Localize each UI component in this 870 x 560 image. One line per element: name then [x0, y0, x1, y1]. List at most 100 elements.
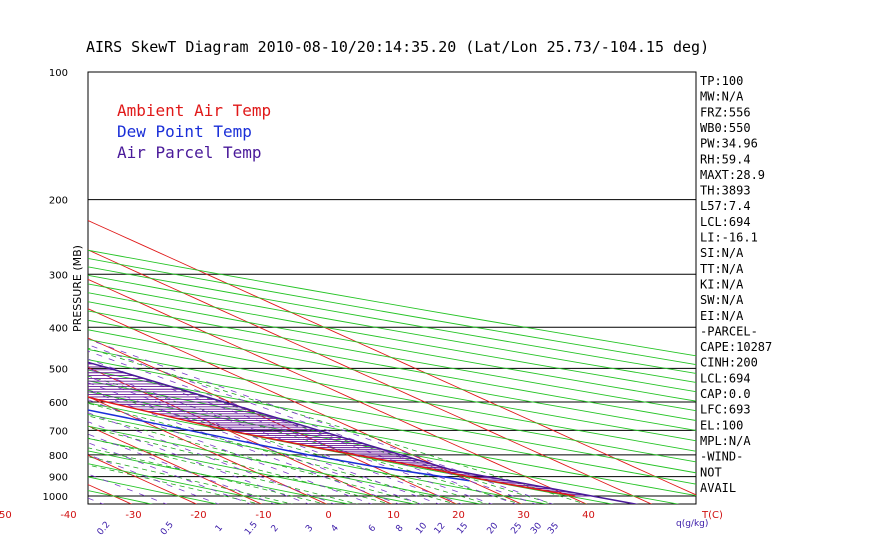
moist-adiabat-line — [88, 415, 424, 504]
mixing-ratio-line — [88, 412, 336, 504]
legend: Ambient Air Temp Dew Point Temp Air Parcel… — [117, 101, 271, 162]
isotherm-line — [88, 308, 523, 504]
bottom-temp-tick-label: -20 — [190, 510, 206, 521]
legend-item: Air Parcel Temp — [117, 143, 262, 162]
stat-item: CINH:200 — [700, 356, 758, 370]
mixing-ratio-tick-label: 1.5 — [243, 520, 260, 537]
isotherm-line — [88, 366, 393, 504]
mixing-ratio-line — [88, 368, 463, 504]
mixing-ratio-line — [88, 473, 168, 504]
mixing-ratio-line — [88, 433, 276, 504]
pressure-tick-label: 200 — [49, 196, 68, 207]
stat-item: MPL:N/A — [700, 434, 751, 448]
mixing-ratio-unit-label: q(g/kg) — [676, 519, 708, 529]
mixing-ratio-tick-label: 8 — [394, 523, 406, 534]
dewpoint-line — [88, 409, 470, 482]
bottom-temp-tick-label: -10 — [255, 510, 271, 521]
mixing-ratio-line — [88, 350, 517, 504]
bottom-temp-tick-label: -30 — [125, 510, 141, 521]
moist-adiabat-line — [88, 361, 555, 504]
pressure-tick-label: 1000 — [43, 492, 68, 503]
stat-item: -WIND- — [700, 450, 743, 464]
isotherm-line — [88, 249, 653, 504]
dry-adiabat-line — [88, 359, 696, 474]
pressure-tick-label: 800 — [49, 451, 68, 462]
mixing-ratio-tick-label: 20 — [485, 521, 500, 536]
stat-item: AVAIL — [700, 481, 736, 495]
stat-item: LCL:694 — [700, 371, 751, 385]
pressure-tick-label: 900 — [49, 473, 68, 484]
mixing-ratio-line — [88, 454, 220, 504]
bottom-temp-tick-label: 30 — [517, 510, 530, 521]
legend-item: Dew Point Temp — [117, 122, 252, 141]
mixing-ratio-tick-label: 4 — [330, 523, 342, 534]
mixing-ratio-line — [88, 376, 441, 504]
temp-unit-label: T(C) — [701, 510, 723, 521]
mixing-ratio-line — [88, 421, 310, 504]
stat-item: WB0:550 — [700, 121, 751, 135]
ambient-temp-line — [88, 396, 576, 497]
isotherm-line — [0, 72, 69, 505]
mixing-ratio-tick-label: 1 — [214, 523, 225, 534]
pressure-tick-label: 500 — [49, 364, 68, 375]
dry-adiabat-line — [88, 413, 549, 504]
stat-item: TH:3893 — [700, 184, 751, 198]
mixing-ratio-tick-label: 35 — [546, 521, 561, 536]
stat-item: SI:N/A — [700, 246, 744, 260]
pressure-tick-label: 400 — [49, 323, 68, 334]
mixing-ratio-tick-label: 15 — [455, 521, 470, 536]
isotherm-line — [88, 425, 263, 504]
dry-adiabat-line — [88, 369, 696, 485]
dry-adiabat-line — [88, 339, 696, 452]
dry-adiabat-line — [88, 274, 696, 383]
grid-layer — [0, 72, 696, 505]
dry-adiabat-line — [88, 425, 483, 504]
stat-item: FRZ:556 — [700, 105, 751, 119]
cape-hatch-layer — [88, 363, 592, 497]
chart-title: AIRS SkewT Diagram 2010-08-10/20:14:35.2… — [86, 38, 709, 56]
bottom-temp-tick-label: -40 — [60, 510, 76, 521]
bottom-temp-tick-label: 20 — [452, 510, 465, 521]
mixing-ratio-line — [88, 358, 493, 504]
isotherm-line — [88, 220, 696, 496]
stat-item: EI:N/A — [700, 309, 744, 323]
bottom-temp-tick-label: -50 — [0, 510, 12, 521]
stat-item: KI:N/A — [700, 277, 744, 291]
stat-item: -PARCEL- — [700, 324, 758, 338]
stat-item: MAXT:28.9 — [700, 168, 765, 182]
dry-adiabat-line — [88, 266, 696, 374]
mixing-ratio-line — [88, 382, 422, 504]
stat-item: L57:7.4 — [700, 199, 751, 213]
dry-adiabat-line — [88, 283, 696, 393]
bottom-temp-tick-label: 40 — [582, 510, 595, 521]
mixing-ratio-line — [88, 442, 252, 504]
dry-adiabat-line — [88, 391, 681, 504]
y-axis-label: PRESSURE (MB) — [71, 245, 84, 332]
bottom-temp-tick-label: 10 — [387, 510, 400, 521]
mixing-ratio-tick-label: 2 — [270, 523, 281, 534]
mixing-ratio-line — [88, 344, 537, 504]
mixing-ratio-tick-label: 30 — [529, 521, 544, 536]
stat-item: TT:N/A — [700, 262, 744, 276]
pressure-tick-label: 100 — [49, 68, 68, 79]
pressure-tick-label: 300 — [49, 270, 68, 281]
pressure-tick-label: 700 — [49, 426, 68, 437]
bottom-temp-tick-label: 0 — [325, 510, 331, 521]
stat-item: LI:-16.1 — [700, 231, 758, 245]
mixing-ratio-tick-label: 25 — [509, 521, 524, 536]
isotherm-line — [88, 278, 588, 504]
moist-adiabat-line — [88, 375, 522, 504]
mixing-ratio-line — [88, 338, 554, 504]
pressure-tick-label: 600 — [49, 398, 68, 409]
dry-adiabat-line — [88, 402, 615, 504]
stat-item: CAP:0.0 — [700, 387, 751, 401]
stat-item: SW:N/A — [700, 293, 744, 307]
parcel-temp-line — [88, 361, 640, 504]
isotherm-line — [88, 396, 328, 504]
dry-adiabat-line — [88, 329, 696, 442]
isotherm-line — [0, 72, 4, 505]
ticks-layer: 1002003004005006007008009001000-120-110-… — [0, 68, 723, 537]
stat-item: NOT — [700, 465, 722, 479]
